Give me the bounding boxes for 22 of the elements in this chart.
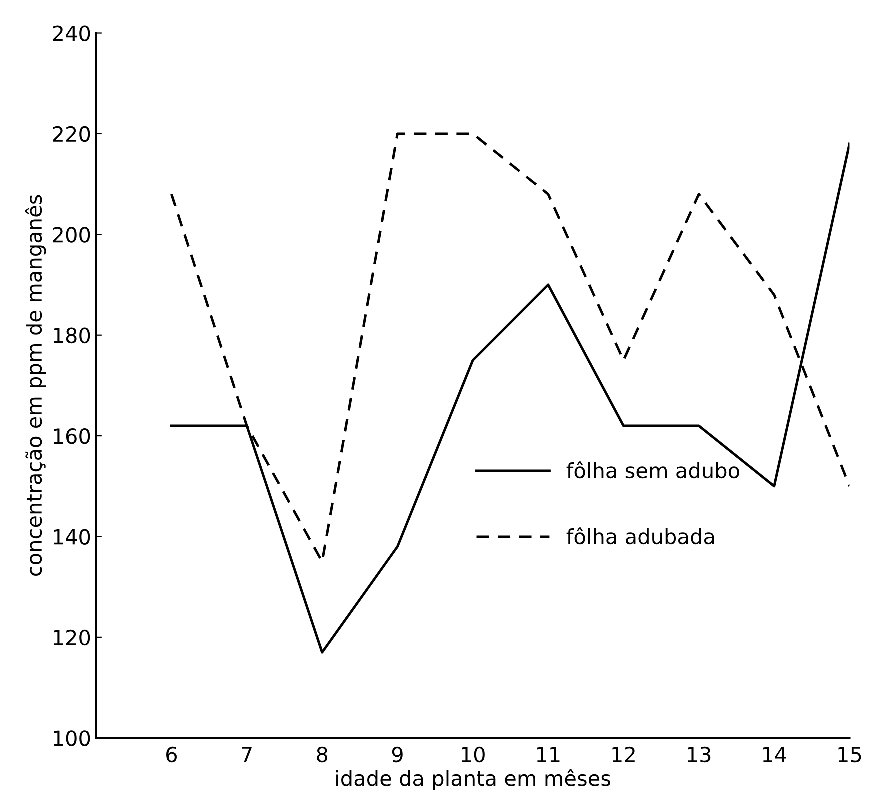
x-tick-label: 8 [317, 746, 328, 763]
x-tick-label: 10 [462, 746, 485, 763]
x-tick-label: 9 [392, 746, 403, 763]
y-tick-label: 240 [53, 26, 90, 42]
y-tick-label: 180 [54, 328, 90, 344]
x-tick-label: 6 [166, 746, 178, 763]
y-tick-label: 140 [54, 529, 90, 545]
legend-label: fôlha adubada [566, 528, 714, 545]
y-tick-label: 120 [54, 630, 90, 646]
x-tick-label: 7 [242, 747, 252, 762]
y-tick-label: 220 [53, 126, 90, 142]
y-tick-label: 160 [54, 428, 90, 444]
x-tick-label: 13 [688, 746, 711, 763]
x-tick-label: 14 [763, 747, 786, 762]
x-tick-label: 11 [537, 747, 560, 762]
y-tick-label: 100 [54, 730, 90, 746]
legend-label: fôlha sem adubo [566, 462, 740, 479]
y-axis-title: concentração em ppm de manganês [25, 195, 46, 576]
x-tick-label: 12 [612, 746, 635, 762]
x-tick-label: 15 [838, 747, 862, 763]
y-tick-label: 200 [53, 227, 90, 243]
x-axis-title: idade da planta em mêses [336, 769, 611, 790]
